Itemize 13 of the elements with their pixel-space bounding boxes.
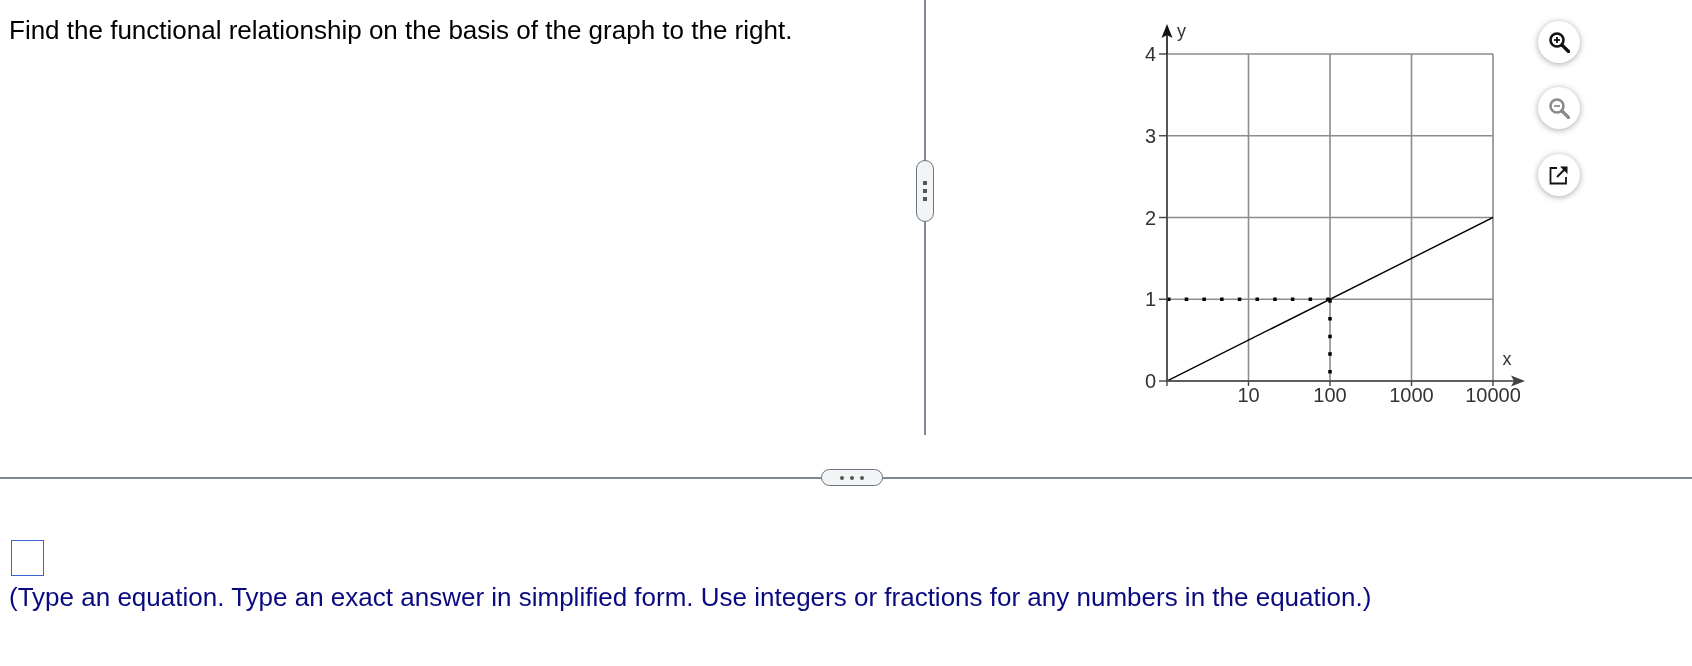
- text: (Type an equation. Type an exact answer in simplified form. Use integers or fractions for any numbers in the equation.): [9, 582, 1372, 613]
- y-tick-label: 2: [1144, 206, 1156, 229]
- y-tick-label: 3: [1144, 124, 1156, 147]
- x-tick-label: 100: [1313, 384, 1347, 407]
- y-tick-label: 4: [1144, 43, 1156, 66]
- x-tick-label: 1000: [1389, 384, 1434, 407]
- text: Find the functional relationship on the basis of the graph to the right.: [9, 15, 793, 46]
- x-tick-label: 10000: [1465, 384, 1521, 407]
- y-tick-label: 0: [1144, 370, 1156, 393]
- x-tick-label: 10: [1237, 384, 1260, 407]
- y-tick-label: 1: [1144, 288, 1156, 311]
- x-axis-title: x: [1502, 349, 1512, 369]
- y-axis-title: y: [1177, 21, 1186, 41]
